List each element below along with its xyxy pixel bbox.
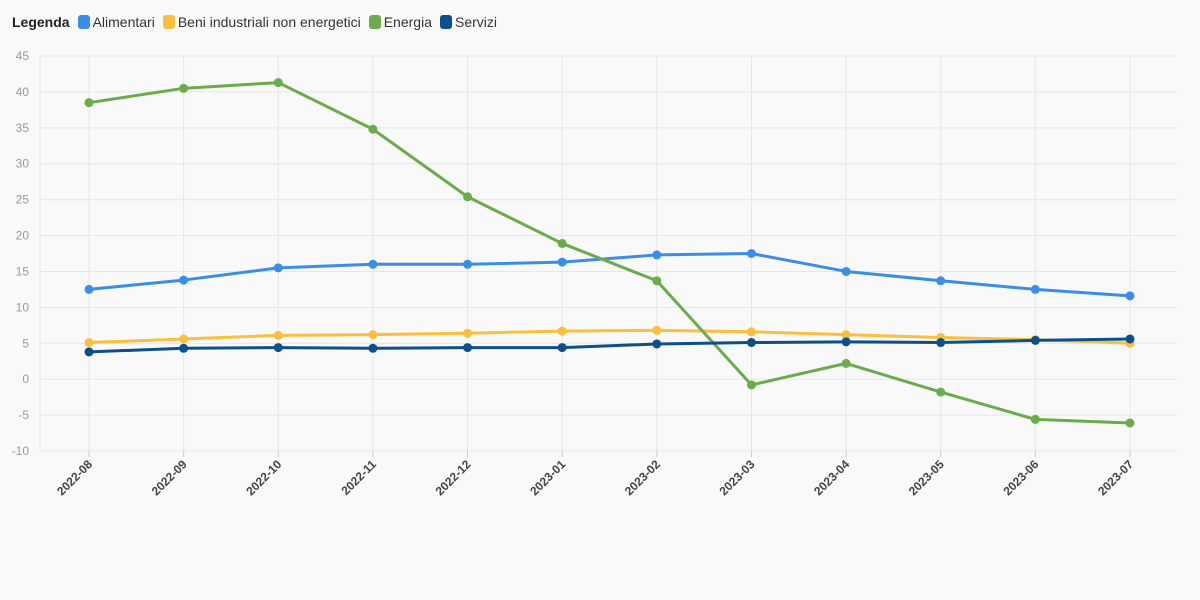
data-point-servizi [84, 347, 94, 357]
series-energia [84, 78, 1135, 428]
data-point-energia [1125, 418, 1135, 428]
series-line-alimentari [87, 252, 1132, 298]
data-point-servizi [841, 337, 851, 347]
data-point-alimentari [936, 276, 946, 286]
data-point-alimentari [652, 250, 662, 260]
data-point-servizi [273, 343, 283, 353]
x-tick-label: 2023-05 [906, 457, 947, 498]
data-point-energia [936, 387, 946, 397]
legend-label-beni-industriali: Beni industriali non energetici [177, 14, 361, 30]
y-tick-label: 10 [16, 300, 30, 314]
data-point-beni-industriali-non-energetici [273, 330, 283, 340]
data-point-alimentari [368, 259, 378, 269]
y-tick-label: 20 [16, 229, 30, 243]
data-point-alimentari [84, 284, 94, 294]
legend-item-alimentari[interactable]: Alimentari [77, 14, 155, 30]
y-tick-label: -10 [12, 444, 30, 458]
series-line-servizi [87, 337, 1132, 354]
data-point-alimentari [557, 257, 567, 267]
x-tick-label: 2022-12 [433, 457, 474, 498]
data-point-energia [746, 380, 756, 390]
data-point-beni-industriali-non-energetici [179, 334, 189, 344]
legend-swatch-beni-industriali [162, 15, 175, 29]
data-point-energia [652, 276, 662, 286]
data-point-servizi [936, 338, 946, 348]
data-point-alimentari [1125, 291, 1135, 301]
data-point-energia [463, 192, 473, 202]
series-line-energia [87, 81, 1132, 425]
data-point-servizi [557, 343, 567, 353]
data-point-servizi [1030, 335, 1040, 345]
y-tick-label: 40 [16, 85, 30, 99]
y-tick-label: 30 [16, 157, 30, 171]
data-point-beni-industriali-non-energetici [463, 328, 473, 338]
legend-label-alimentari: Alimentari [92, 14, 155, 30]
series-alimentari [84, 249, 1135, 301]
data-point-beni-industriali-non-energetici [368, 330, 378, 340]
legend-item-servizi[interactable]: Servizi [439, 14, 497, 30]
legend-swatch-servizi [439, 15, 452, 29]
data-point-alimentari [1030, 284, 1040, 294]
legend-label-servizi: Servizi [454, 14, 497, 30]
x-tick-label: 2023-01 [527, 457, 568, 498]
data-point-alimentari [841, 266, 851, 276]
x-tick-label: 2022-08 [54, 457, 95, 498]
y-tick-label: 0 [22, 372, 29, 386]
series-line-beni-industriali-non-energetici [87, 328, 1132, 345]
x-tick-label: 2023-03 [717, 457, 758, 498]
x-tick-label: 2023-04 [811, 457, 852, 498]
y-tick-label: 5 [22, 336, 29, 350]
data-point-alimentari [273, 263, 283, 273]
data-point-energia [179, 83, 189, 93]
data-point-alimentari [463, 259, 473, 269]
legend-title: Legenda [12, 14, 70, 30]
x-tick-label: 2022-10 [243, 457, 284, 498]
y-tick-label: 45 [16, 49, 30, 63]
series-servizi [84, 334, 1135, 357]
y-tick-label: 25 [16, 193, 30, 207]
y-tick-label: -5 [18, 408, 29, 422]
y-tick-label: 15 [16, 264, 30, 278]
data-point-servizi [368, 343, 378, 353]
data-point-servizi [179, 343, 189, 353]
grid [40, 55, 1177, 452]
x-tick-label: 2022-09 [149, 457, 190, 498]
data-point-energia [557, 238, 567, 248]
x-tick-label: 2022-11 [338, 457, 379, 498]
series-group [84, 78, 1135, 428]
data-point-servizi [652, 339, 662, 349]
data-point-beni-industriali-non-energetici [841, 330, 851, 340]
x-tick-label: 2023-07 [1095, 457, 1136, 498]
y-tick-label: 35 [16, 121, 30, 135]
data-point-alimentari [746, 249, 756, 258]
x-tick-label: 2023-06 [1000, 457, 1041, 498]
data-point-energia [273, 78, 283, 88]
data-point-servizi [1125, 334, 1135, 344]
data-point-servizi [463, 343, 473, 353]
legend-label-energia: Energia [383, 14, 432, 30]
legend-item-beni-industriali[interactable]: Beni industriali non energetici [162, 14, 361, 30]
data-point-energia [1030, 414, 1040, 424]
legend: Legenda Alimentari Beni industriali non … [12, 12, 505, 32]
x-tick-label: 2023-02 [622, 457, 663, 498]
data-point-energia [841, 358, 851, 368]
axes: 45 40 35 30 25 20 15 10 5 0 -5 -10 2022-08 2022-09 202… [12, 49, 1137, 498]
data-point-energia [84, 98, 94, 108]
data-point-beni-industriali-non-energetici [746, 327, 756, 337]
data-point-energia [368, 124, 378, 134]
data-point-alimentari [179, 275, 189, 285]
legend-swatch-energia [368, 15, 381, 29]
legend-item-energia[interactable]: Energia [368, 14, 432, 30]
data-point-beni-industriali-non-energetici [84, 338, 94, 348]
data-point-servizi [746, 338, 756, 348]
legend-swatch-alimentari [77, 15, 90, 29]
data-point-beni-industriali-non-energetici [557, 326, 567, 336]
data-point-beni-industriali-non-energetici [652, 325, 662, 335]
